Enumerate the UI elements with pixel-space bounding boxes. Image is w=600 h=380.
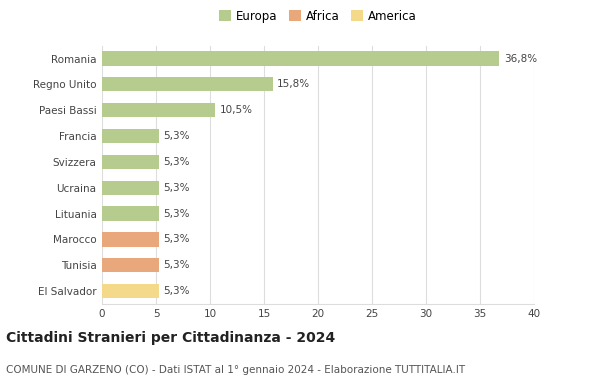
Bar xyxy=(102,129,159,143)
Text: 36,8%: 36,8% xyxy=(504,54,537,63)
Bar xyxy=(102,180,159,195)
Legend: Europa, Africa, America: Europa, Africa, America xyxy=(215,5,421,27)
Bar xyxy=(102,206,159,221)
Text: 5,3%: 5,3% xyxy=(164,183,190,193)
Text: 5,3%: 5,3% xyxy=(164,286,190,296)
Text: 15,8%: 15,8% xyxy=(277,79,310,89)
Bar xyxy=(102,51,499,66)
Bar xyxy=(102,77,272,92)
Text: Cittadini Stranieri per Cittadinanza - 2024: Cittadini Stranieri per Cittadinanza - 2… xyxy=(6,331,335,345)
Text: COMUNE DI GARZENO (CO) - Dati ISTAT al 1° gennaio 2024 - Elaborazione TUTTITALIA: COMUNE DI GARZENO (CO) - Dati ISTAT al 1… xyxy=(6,365,465,375)
Text: 5,3%: 5,3% xyxy=(164,131,190,141)
Bar xyxy=(102,258,159,272)
Bar xyxy=(102,284,159,298)
Bar xyxy=(102,155,159,169)
Text: 5,3%: 5,3% xyxy=(164,234,190,244)
Text: 5,3%: 5,3% xyxy=(164,209,190,218)
Text: 5,3%: 5,3% xyxy=(164,260,190,270)
Bar xyxy=(102,232,159,247)
Text: 10,5%: 10,5% xyxy=(220,105,253,115)
Text: 5,3%: 5,3% xyxy=(164,157,190,167)
Bar xyxy=(102,103,215,117)
